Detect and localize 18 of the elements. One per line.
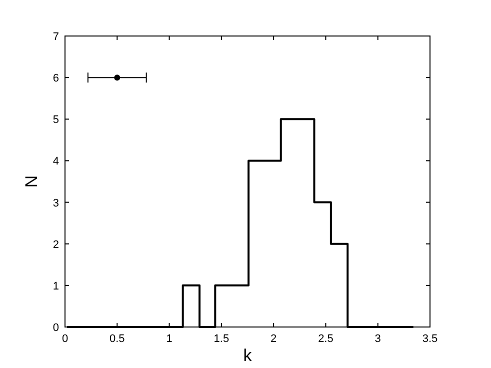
y-tick-label: 3 <box>52 197 59 210</box>
y-tick-label: 5 <box>52 114 59 126</box>
x-tick-label: 0.5 <box>109 333 125 345</box>
x-tick-label: 2.5 <box>318 333 334 345</box>
y-tick-label: 6 <box>52 72 59 85</box>
y-tick-label: 7 <box>52 31 59 43</box>
y-tick-label: 0 <box>52 322 59 334</box>
x-tick-label: 0 <box>62 333 68 345</box>
x-tick-label: 3.5 <box>422 333 438 345</box>
x-tick-label: 1 <box>166 333 172 345</box>
y-tick-label: 1 <box>52 280 59 292</box>
y-tick-label: 4 <box>52 156 59 168</box>
y-tick-label: 2 <box>52 238 59 251</box>
x-axis-title: k <box>243 346 252 365</box>
y-axis-title: N <box>22 175 41 188</box>
x-tick-label: 3 <box>374 333 381 345</box>
x-tick-label: 1.5 <box>214 333 230 345</box>
x-tick-label: 2 <box>270 333 277 345</box>
